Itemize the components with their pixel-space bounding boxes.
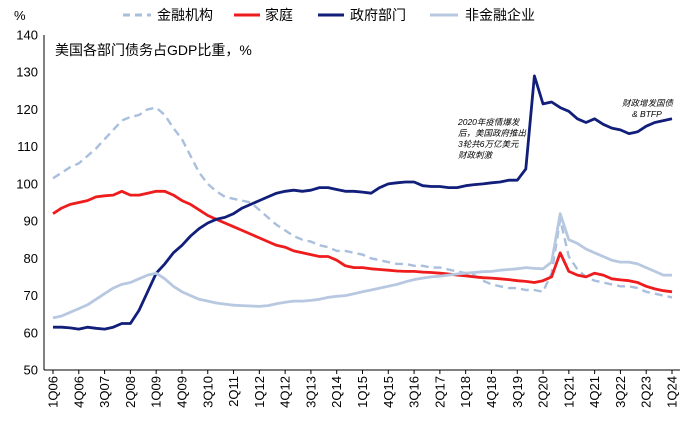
legend-label-household: 家庭 (265, 7, 293, 23)
annotation-covid: 2020年疫情爆发 后，美国政府推出 3轮共6万亿美元 财政刺激 (457, 117, 527, 160)
series-group (52, 74, 673, 331)
x-tick-label: 1Q06 (46, 376, 61, 408)
x-tick-label: 3Q16 (407, 376, 422, 408)
y-tick-label: 110 (17, 139, 38, 154)
annotation-covid-line-4: 财政刺激 (458, 150, 494, 160)
y-axis-ticks: 50 60 70 80 90 100 110 120 130 140 (16, 28, 38, 378)
x-tick-label: 2Q11 (226, 376, 241, 407)
x-tick-label: 3Q19 (510, 376, 525, 408)
y-tick-label: 130 (16, 65, 38, 80)
annotation-covid-line-3: 3轮共6万亿美元 (458, 139, 520, 149)
legend: 金融机构 家庭 政府部门 非金融企业 (123, 7, 535, 23)
x-tick-label: 1Q09 (149, 376, 164, 408)
legend-label-financial: 金融机构 (157, 7, 213, 23)
y-tick-label: 90 (24, 214, 38, 229)
x-tick-label: 2Q08 (123, 376, 138, 408)
x-tick-label: 4Q09 (174, 376, 189, 408)
x-tick-label: 3Q13 (303, 376, 318, 408)
x-tick-label: 1Q15 (355, 376, 370, 408)
series-line-household (52, 189, 673, 294)
annotation-btfp-line-2: & BTFP (632, 109, 662, 119)
x-axis-ticks: 1Q06 4Q06 3Q07 2Q08 1Q09 4Q09 3Q10 2Q11 1Q12 4Q12… (46, 370, 680, 408)
y-tick-label: 50 (24, 363, 38, 378)
x-tick-label: 2Q20 (536, 376, 551, 408)
x-tick-label: 4Q06 (71, 376, 86, 408)
y-tick-label: 60 (24, 325, 38, 340)
x-tick-label: 2Q14 (329, 376, 344, 408)
y-tick-label: 140 (16, 28, 38, 43)
x-tick-label: 4Q18 (484, 376, 499, 408)
legend-label-government: 政府部门 (350, 7, 406, 23)
x-tick-label: 3Q10 (200, 376, 215, 408)
legend-item-nonfinancial[interactable]: 非金融企业 (430, 7, 535, 23)
y-axis-unit: % (14, 8, 26, 23)
legend-item-government[interactable]: 政府部门 (318, 7, 406, 23)
x-tick-label: 2Q23 (639, 376, 654, 408)
legend-item-financial[interactable]: 金融机构 (123, 7, 213, 23)
x-tick-label: 2Q17 (432, 376, 447, 408)
annotation-btfp-line-1: 财政增发国债 (622, 98, 675, 108)
y-tick-label: 100 (16, 176, 38, 191)
x-tick-label: 1Q21 (561, 376, 576, 408)
x-tick-label: 3Q22 (613, 376, 628, 408)
x-tick-label: 1Q12 (252, 376, 267, 408)
legend-label-nonfinancial: 非金融企业 (465, 7, 535, 23)
annotation-covid-line-2: 后，美国政府推出 (458, 128, 527, 138)
x-tick-label: 4Q12 (278, 376, 293, 408)
x-tick-label: 1Q18 (458, 376, 473, 408)
x-tick-label: 3Q07 (97, 376, 112, 408)
annotation-btfp: 财政增发国债 & BTFP (622, 98, 675, 119)
x-tick-label: 4Q21 (587, 376, 602, 408)
chart-title: 美国各部门债务占GDP比重，% (55, 42, 252, 58)
y-tick-label: 80 (24, 251, 38, 266)
x-tick-label: 4Q15 (381, 376, 396, 408)
series-line-nonfinancial (52, 212, 672, 320)
y-tick-label: 70 (24, 288, 38, 303)
x-tick-label: 1Q24 (665, 376, 680, 408)
annotation-covid-line-1: 2020年疫情爆发 (457, 117, 521, 127)
y-tick-label: 120 (16, 102, 38, 117)
legend-item-household[interactable]: 家庭 (234, 7, 293, 23)
series-line-financial (52, 106, 673, 299)
